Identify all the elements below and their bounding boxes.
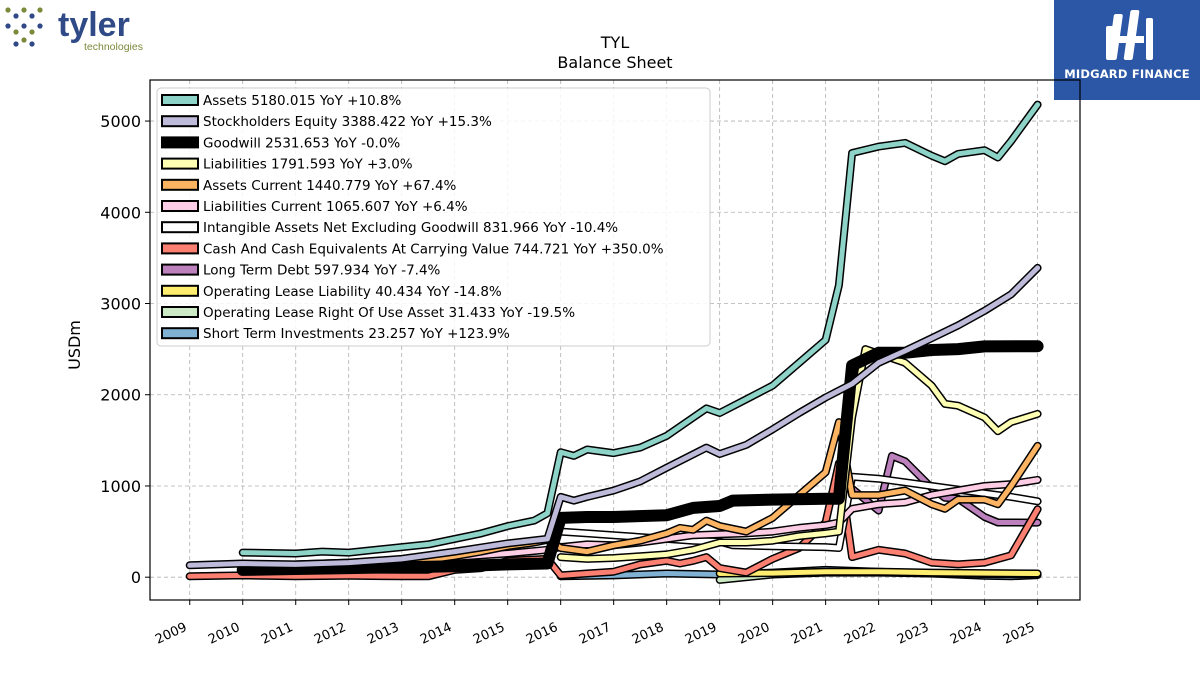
legend-entry: Operating Lease Liability 40.434 YoY -14… [203, 284, 502, 300]
legend-entry: Stockholders Equity 3388.422 YoY +15.3% [203, 114, 492, 130]
midgard-emblem-icon [1106, 10, 1153, 60]
legend-swatch [161, 115, 199, 128]
x-tick-label: 2015 [471, 620, 507, 648]
y-axis-ticks: 0 1000 2000 3000 4000 5000 [100, 112, 150, 587]
x-tick-label: 2014 [418, 620, 454, 648]
legend-entry: Liabilities 1791.593 YoY +3.0% [203, 157, 413, 173]
series-cash-and-cash-equivalents-at-carrying-value [185, 459, 1042, 581]
x-tick-label: 2016 [524, 620, 560, 648]
legend-swatch [161, 242, 199, 255]
x-tick-label: 2024 [948, 620, 984, 648]
y-axis-label: USDm [65, 320, 84, 370]
legend-swatch [161, 284, 199, 297]
x-tick-label: 2020 [736, 620, 772, 648]
x-tick-label: 2011 [259, 620, 295, 648]
legend-swatch [161, 263, 199, 276]
legend-entry: Assets 5180.015 YoY +10.8% [203, 93, 402, 109]
midgard-finance-logo: MIDGARD FINANCE [1054, 0, 1200, 100]
x-tick-label: 2012 [312, 620, 348, 648]
series-line [187, 460, 1041, 579]
legend-swatch [161, 94, 199, 106]
series-stockholders-equity [185, 263, 1042, 570]
y-tick-label: 5000 [100, 112, 141, 131]
x-tick-label: 2010 [206, 620, 242, 648]
x-tick-label: 2018 [630, 620, 666, 648]
legend-entry: Short Term Investments 23.257 YoY +123.9… [203, 326, 510, 342]
tyler-dots-icon [5, 7, 43, 47]
chart-subtitle: Balance Sheet [557, 53, 672, 72]
tyler-wordmark: tyler [58, 6, 130, 44]
legend-swatch [161, 178, 199, 191]
x-tick-label: 2019 [683, 620, 719, 648]
legend-swatch [161, 327, 199, 340]
series-assets [238, 100, 1042, 558]
x-tick-label: 2013 [365, 620, 401, 648]
legend-swatch [161, 200, 199, 212]
y-tick-label: 3000 [100, 295, 141, 314]
legend-entry: Liabilities Current 1065.607 YoY +6.4% [203, 199, 468, 215]
legend-entry: Goodwill 2531.653 YoY -0.0% [203, 135, 400, 151]
legend-entry: Long Term Debt 597.934 YoY -7.4% [203, 263, 441, 279]
legend: Assets 5180.015 YoY +10.8% Stockholders E… [156, 87, 711, 347]
series-liabilities [556, 345, 1042, 563]
series-line [240, 102, 1041, 556]
midgard-brand-text: MIDGARD FINANCE [1064, 67, 1190, 81]
legend-entry: Intangible Assets Net Excluding Goodwill… [203, 220, 618, 236]
legend-entry: Cash And Cash Equivalents At Carrying Va… [203, 241, 664, 257]
series-line [293, 477, 1041, 567]
plot-frame [149, 79, 1081, 601]
legend-swatch [161, 157, 199, 170]
series-operating-lease-liability [715, 567, 1042, 578]
x-tick-label: 2023 [895, 620, 931, 648]
x-tick-label: 2025 [1001, 620, 1037, 648]
x-tick-label: 2009 [153, 620, 189, 648]
x-axis-ticks: 2009 2010 2011 2012 2013 2014 2015 2016 2017 2018… [153, 600, 1039, 648]
x-tick-label: 2021 [789, 620, 825, 648]
series-line [717, 569, 1041, 576]
legend-box [156, 87, 711, 347]
tyler-logo: tyler technologies [0, 0, 160, 60]
chart-title: TYL [600, 33, 630, 52]
legend-swatch [161, 136, 199, 149]
tyler-subtitle: technologies [84, 41, 143, 53]
legend-swatch [161, 221, 199, 234]
y-tick-label: 4000 [100, 203, 141, 222]
x-tick-label: 2022 [842, 620, 878, 648]
series-lines [185, 100, 1044, 584]
legend-entry: Operating Lease Right Of Use Asset 31.43… [203, 305, 575, 321]
x-tick-label: 2017 [577, 620, 613, 648]
y-tick-label: 0 [131, 568, 141, 587]
series-liabilities-current [291, 475, 1042, 569]
series-line [187, 265, 1041, 568]
series-line [558, 346, 1041, 562]
legend-entry: Assets Current 1440.779 YoY +67.4% [203, 178, 457, 194]
y-tick-label: 1000 [100, 477, 141, 496]
legend-swatch [161, 306, 199, 318]
y-tick-label: 2000 [100, 386, 141, 405]
